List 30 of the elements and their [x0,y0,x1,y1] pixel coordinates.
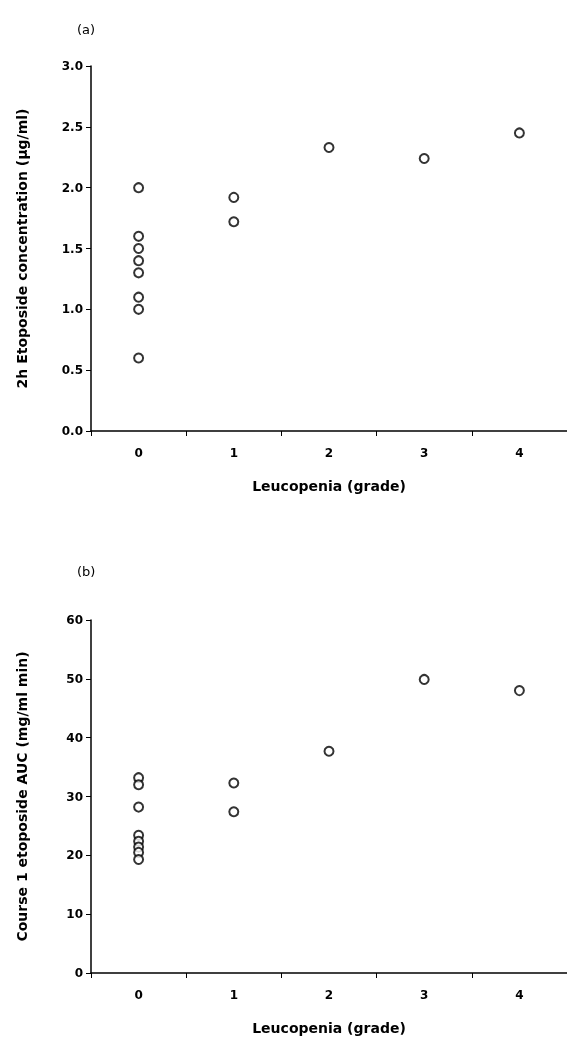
y-axis-title: Course 1 etoposide AUC (mg/ml min) [14,651,30,942]
x-tick-label: 2 [324,988,334,1002]
x-tick-label: 0 [134,988,143,1002]
y-tick-label: 1.5 [61,241,83,256]
y-tick-label: 2.5 [61,119,83,134]
x-axis-title: Leucopenia (grade) [252,1020,406,1036]
y-tick-label: 10 [66,907,83,922]
y-axis-title: 2h Etoposide concentration (µg/ml) [14,108,30,389]
chart-title: (b) [77,564,96,579]
x-tick-label: 2 [324,446,334,460]
x-tick-label: 3 [420,988,429,1002]
y-tick-label: 2.0 [61,180,83,195]
y-tick-label: 1.0 [61,302,83,317]
y-tick-label: 3.0 [61,59,83,73]
x-tick-label: 1 [229,446,238,460]
x-tick-label: 1 [229,988,238,1002]
y-tick-label: 40 [66,730,83,745]
x-tick-label: 4 [515,988,524,1002]
chart-title: (a) [77,22,96,37]
x-tick-label: 4 [515,446,524,460]
y-tick-label: 0.5 [61,363,83,378]
x-tick-label: 0 [134,446,143,460]
y-tick-label: 20 [66,848,83,863]
y-tick-label: 60 [66,613,83,627]
y-tick-label: 0.0 [61,424,83,438]
y-tick-label: 50 [66,671,83,686]
y-tick-label: 30 [66,789,83,804]
x-tick-label: 3 [420,446,429,460]
x-axis-title: Leucopenia (grade) [252,478,406,494]
y-tick-label: 0 [74,966,83,980]
